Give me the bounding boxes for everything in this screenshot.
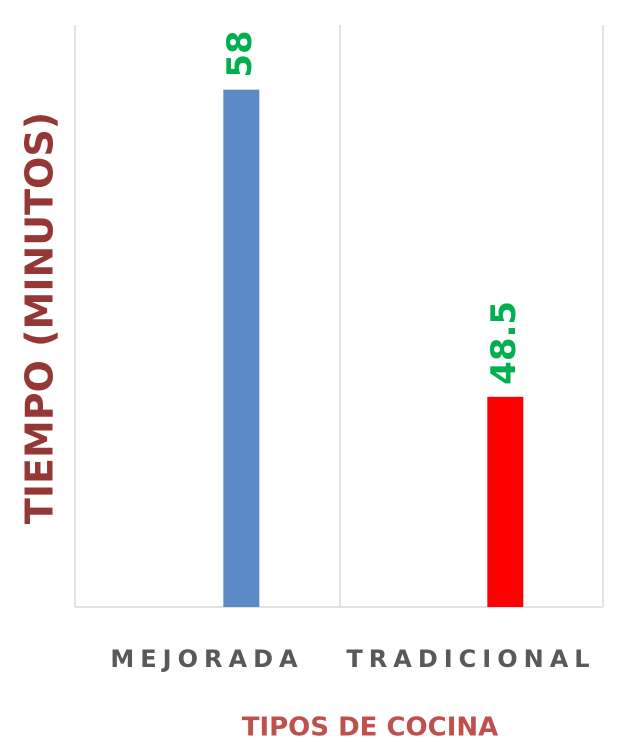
x-tick-label: TRADICIONAL — [346, 645, 595, 673]
y-axis-title: TIEMPO (MINUTOS) — [18, 112, 62, 524]
x-axis-title: TIPOS DE COCINA — [242, 713, 499, 743]
data-label: 48.5 — [484, 301, 524, 385]
data-label: 58 — [220, 30, 260, 77]
bar — [487, 396, 524, 607]
x-tick-label: MEJORADA — [110, 645, 303, 673]
bar — [223, 89, 260, 607]
